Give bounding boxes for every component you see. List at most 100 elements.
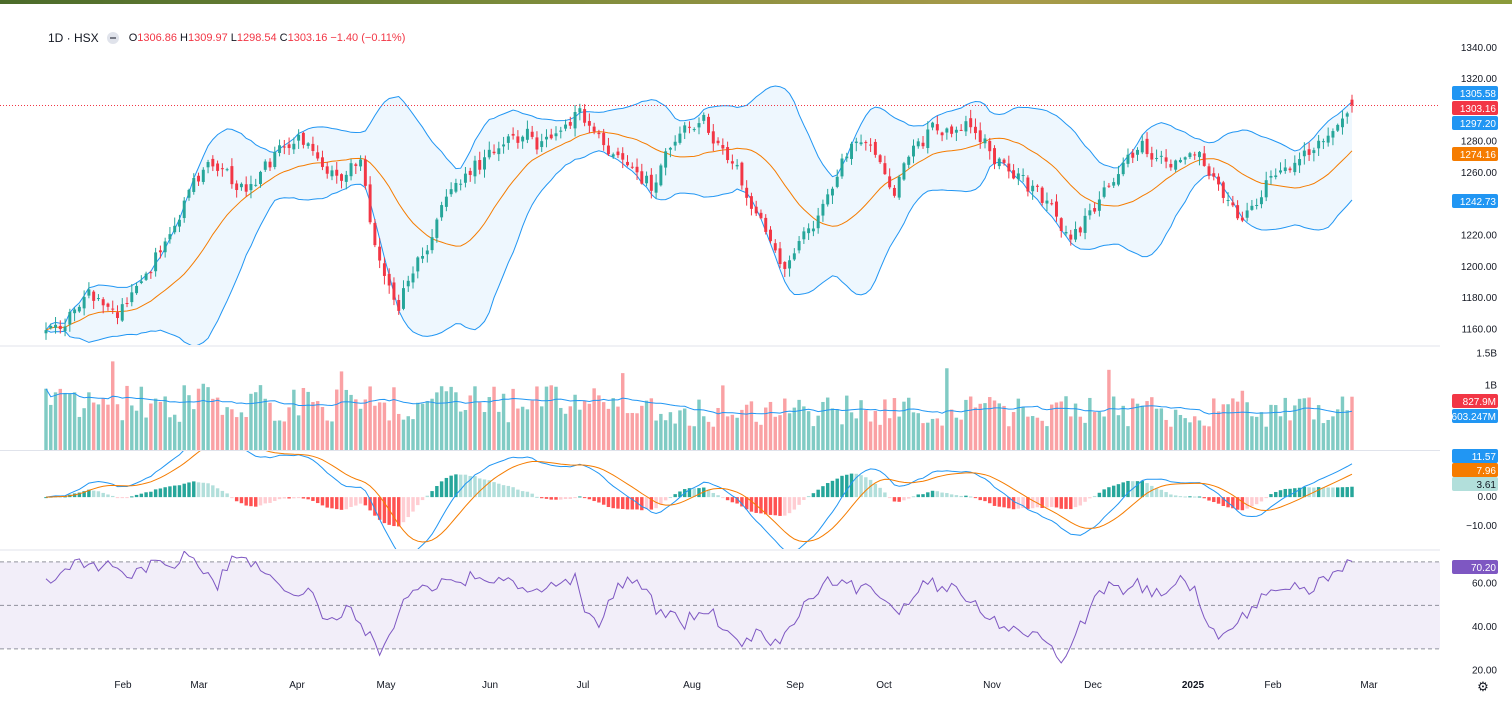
candle xyxy=(440,201,444,221)
candle-body xyxy=(606,145,610,155)
macd-histogram-bar xyxy=(687,488,692,498)
macd-histogram-bar xyxy=(411,497,415,512)
candle-body xyxy=(259,171,262,185)
candle xyxy=(87,282,91,299)
candle-body xyxy=(1302,150,1306,157)
volume-bar xyxy=(401,419,406,450)
volume-bar xyxy=(63,392,67,450)
candle xyxy=(1350,94,1354,113)
macd-histogram-bar xyxy=(206,483,210,498)
candle-body xyxy=(354,164,358,166)
macd-histogram-bar xyxy=(1264,497,1268,499)
candle-body xyxy=(125,303,129,305)
bollinger-basis-tag: 1274.16 xyxy=(1452,147,1498,161)
volume-bar xyxy=(449,386,453,450)
candle-body xyxy=(902,163,906,180)
volume-bar xyxy=(611,398,615,450)
price-tick-label: 1340.00 xyxy=(1461,43,1498,54)
macd-histogram-bar xyxy=(711,492,716,498)
candle xyxy=(716,137,720,146)
macd-histogram-bar xyxy=(1302,486,1307,498)
macd-histogram-bar xyxy=(172,485,177,498)
candle xyxy=(1197,150,1201,166)
macd-histogram-bar xyxy=(692,488,696,498)
candle-body xyxy=(830,188,834,196)
macd-histogram-bar xyxy=(454,474,458,498)
eye-toggle-icon[interactable] xyxy=(106,32,119,44)
candle xyxy=(1126,148,1130,168)
volume-bar xyxy=(396,413,401,450)
candle xyxy=(1107,182,1111,189)
volume-bar xyxy=(435,392,439,450)
candle-body xyxy=(554,133,558,137)
candle-body xyxy=(935,124,939,131)
volume-bar xyxy=(158,401,163,450)
candle-body xyxy=(1202,153,1206,166)
macd-histogram-bar xyxy=(1245,497,1249,509)
candle xyxy=(511,127,515,140)
macd-histogram-bar xyxy=(187,482,191,498)
value-tag-text: 827.9M xyxy=(1463,397,1496,408)
macd-histogram-bar xyxy=(63,496,67,498)
candle-body xyxy=(954,129,958,133)
candle-body xyxy=(1221,182,1225,198)
candle xyxy=(997,157,1001,170)
candle xyxy=(726,141,730,164)
candle-body xyxy=(788,260,792,269)
candle xyxy=(158,245,162,259)
candle xyxy=(487,141,491,160)
candle-body xyxy=(473,160,477,177)
change-value: −1.40 (−0.11%) xyxy=(330,32,406,44)
candle-body xyxy=(845,156,849,159)
candle-body xyxy=(635,166,639,173)
candle xyxy=(649,168,653,199)
candle-body xyxy=(73,309,77,314)
macd-histogram-bar xyxy=(230,497,234,499)
macd-histogram-bar xyxy=(864,477,868,498)
volume-bar xyxy=(1178,414,1183,450)
volume-bar xyxy=(382,402,387,450)
candle xyxy=(897,174,901,200)
candle-body xyxy=(273,152,277,167)
macd-histogram-bar xyxy=(530,493,534,498)
bollinger-upper-line xyxy=(45,85,1353,331)
candle-body xyxy=(1236,205,1240,219)
volume-bar xyxy=(168,417,172,450)
candle xyxy=(230,158,234,189)
candle-body xyxy=(754,206,758,214)
macd-histogram-bar xyxy=(945,493,949,498)
candle xyxy=(702,112,706,125)
volume-bar xyxy=(578,409,582,450)
volume-bar xyxy=(663,420,668,450)
symbol-label[interactable]: 1D · HSX xyxy=(48,31,99,45)
candle xyxy=(301,131,305,149)
candle-body xyxy=(983,138,987,144)
gear-icon[interactable]: ⚙ xyxy=(1477,679,1489,694)
candle-body xyxy=(821,203,825,216)
candle-body xyxy=(649,174,653,191)
candle-body xyxy=(1312,150,1316,154)
candle xyxy=(721,138,725,155)
candle-body xyxy=(149,272,153,274)
candle xyxy=(192,173,196,195)
volume-bar xyxy=(273,420,277,450)
candle xyxy=(826,188,830,207)
volume-bar xyxy=(744,404,749,450)
candle xyxy=(973,118,977,140)
candle xyxy=(297,129,301,149)
volume-bar xyxy=(759,424,763,450)
candle-body xyxy=(811,228,815,232)
candle xyxy=(306,142,310,149)
volume-bar xyxy=(659,413,663,450)
candle-body xyxy=(969,118,973,128)
candle-body xyxy=(735,164,739,167)
candle xyxy=(1116,165,1120,187)
volume-bar xyxy=(296,415,301,450)
volume-bar xyxy=(325,420,329,450)
volume-bar xyxy=(1145,401,1149,450)
candle xyxy=(769,226,772,244)
volume-bar xyxy=(1250,416,1254,450)
macd-histogram-bar xyxy=(101,492,105,498)
candle-body xyxy=(697,123,701,128)
